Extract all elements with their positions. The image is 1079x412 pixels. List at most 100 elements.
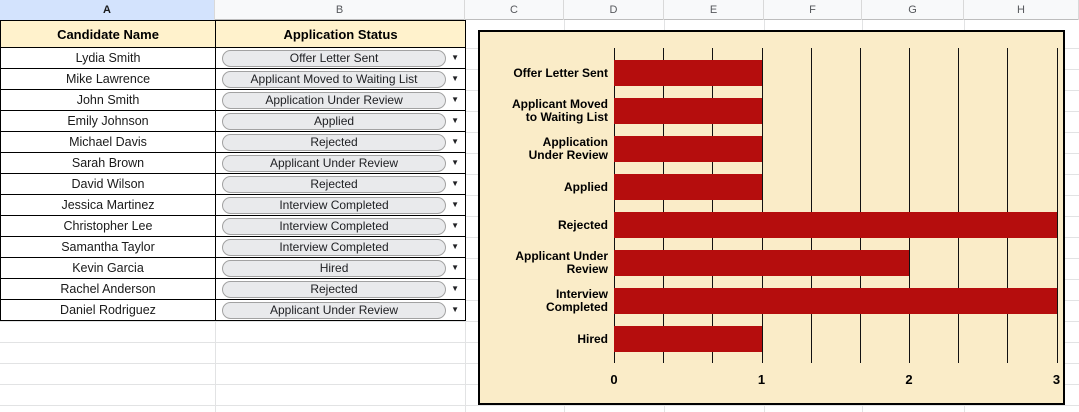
dropdown-arrow-icon[interactable]: ▼ xyxy=(451,53,459,62)
chart-category-label: Rejected xyxy=(557,217,608,232)
table-row: Kevin Garcia Hired ▼ xyxy=(1,258,466,279)
status-cell: Rejected ▼ xyxy=(216,132,466,153)
candidate-name-cell[interactable]: Christopher Lee xyxy=(1,216,216,237)
column-header-H[interactable]: H xyxy=(964,0,1079,20)
chart-category-label: Applicant Moved to Waiting List xyxy=(511,97,608,124)
column-header-C[interactable]: C xyxy=(465,0,564,20)
candidate-name-cell[interactable]: Mike Lawrence xyxy=(1,69,216,90)
table-row: Mike Lawrence Applicant Moved to Waiting … xyxy=(1,69,466,90)
column-header-E[interactable]: E xyxy=(664,0,764,20)
chart-category-label: Applied xyxy=(564,179,608,194)
candidate-name-header[interactable]: Candidate Name xyxy=(1,20,216,48)
table-row: Samantha Taylor Interview Completed ▼ xyxy=(1,237,466,258)
chart-bar xyxy=(614,212,1057,238)
status-dropdown-chip[interactable]: Applied xyxy=(222,112,447,130)
status-dropdown-chip[interactable]: Interview Completed xyxy=(222,238,447,256)
chart-gridline xyxy=(614,48,615,363)
dropdown-arrow-icon[interactable]: ▼ xyxy=(451,305,459,314)
grid-hline xyxy=(0,405,1079,406)
column-header-G[interactable]: G xyxy=(862,0,964,20)
chart-axis-tick: 0 xyxy=(610,372,618,387)
chart-bar xyxy=(614,250,909,276)
status-cell: Applicant Moved to Waiting List ▼ xyxy=(216,69,466,90)
status-cell: Hired ▼ xyxy=(216,258,466,279)
chart-category-label: Interview Completed xyxy=(545,287,608,314)
dropdown-arrow-icon[interactable]: ▼ xyxy=(451,284,459,293)
candidate-name-cell[interactable]: Rachel Anderson xyxy=(1,279,216,300)
candidate-name-cell[interactable]: Kevin Garcia xyxy=(1,258,216,279)
status-cell: Application Under Review ▼ xyxy=(216,90,466,111)
candidate-name-cell[interactable]: Sarah Brown xyxy=(1,153,216,174)
dropdown-arrow-icon[interactable]: ▼ xyxy=(451,200,459,209)
chart-gridline xyxy=(712,48,714,363)
chart-bar xyxy=(614,174,762,200)
chart-gridline xyxy=(909,48,910,363)
table-row: Emily Johnson Applied ▼ xyxy=(1,111,466,132)
table-row: John Smith Application Under Review ▼ xyxy=(1,90,466,111)
status-dropdown-chip[interactable]: Rejected xyxy=(222,175,447,193)
chart-category-label: Offer Letter Sent xyxy=(513,65,608,80)
table-header-row: Candidate Name Application Status xyxy=(1,20,466,48)
dropdown-arrow-icon[interactable]: ▼ xyxy=(451,263,459,272)
chart-gridline xyxy=(663,48,665,363)
candidate-name-cell[interactable]: David Wilson xyxy=(1,174,216,195)
status-dropdown-chip[interactable]: Offer Letter Sent xyxy=(222,49,447,67)
dropdown-arrow-icon[interactable]: ▼ xyxy=(451,74,459,83)
status-cell: Interview Completed ▼ xyxy=(216,216,466,237)
dropdown-arrow-icon[interactable]: ▼ xyxy=(451,221,459,230)
status-cell: Rejected ▼ xyxy=(216,279,466,300)
dropdown-arrow-icon[interactable]: ▼ xyxy=(451,137,459,146)
status-dropdown-chip[interactable]: Applicant Under Review xyxy=(222,301,447,319)
candidate-name-cell[interactable]: Jessica Martinez xyxy=(1,195,216,216)
dropdown-arrow-icon[interactable]: ▼ xyxy=(451,242,459,251)
chart-gridline xyxy=(810,48,812,363)
column-header-F[interactable]: F xyxy=(764,0,862,20)
status-cell: Applicant Under Review ▼ xyxy=(216,300,466,321)
status-bar-chart[interactable]: Offer Letter Sent Applicant Moved to Wait… xyxy=(478,30,1065,405)
table-row: Christopher Lee Interview Completed ▼ xyxy=(1,216,466,237)
table-row: Sarah Brown Applicant Under Review ▼ xyxy=(1,153,466,174)
dropdown-arrow-icon[interactable]: ▼ xyxy=(451,179,459,188)
table-row: Daniel Rodriguez Applicant Under Review ▼ xyxy=(1,300,466,321)
status-dropdown-chip[interactable]: Rejected xyxy=(222,280,447,298)
status-dropdown-chip[interactable]: Interview Completed xyxy=(222,196,447,214)
candidate-table: Candidate Name Application Status Lydia … xyxy=(0,20,466,321)
status-dropdown-chip[interactable]: Hired xyxy=(222,259,447,277)
chart-bar xyxy=(614,98,762,124)
column-header-B[interactable]: B xyxy=(215,0,465,20)
chart-category-label: Application Under Review xyxy=(528,135,608,162)
status-dropdown-chip[interactable]: Application Under Review xyxy=(222,91,447,109)
table-row: Michael Davis Rejected ▼ xyxy=(1,132,466,153)
candidate-name-cell[interactable]: Samantha Taylor xyxy=(1,237,216,258)
candidate-name-cell[interactable]: Daniel Rodriguez xyxy=(1,300,216,321)
chart-gridline xyxy=(958,48,960,363)
status-dropdown-chip[interactable]: Applicant Moved to Waiting List xyxy=(222,70,447,88)
column-header-D[interactable]: D xyxy=(564,0,664,20)
status-cell: Interview Completed ▼ xyxy=(216,237,466,258)
application-status-header[interactable]: Application Status xyxy=(216,20,466,48)
dropdown-arrow-icon[interactable]: ▼ xyxy=(451,116,459,125)
status-cell: Rejected ▼ xyxy=(216,174,466,195)
status-cell: Interview Completed ▼ xyxy=(216,195,466,216)
dropdown-arrow-icon[interactable]: ▼ xyxy=(451,158,459,167)
chart-axis-tick: 3 xyxy=(1052,372,1061,387)
chart-category-label: Applicant Under Review xyxy=(515,249,608,276)
candidate-name-cell[interactable]: John Smith xyxy=(1,90,216,111)
table-row: Lydia Smith Offer Letter Sent ▼ xyxy=(1,48,466,69)
table-row: David Wilson Rejected ▼ xyxy=(1,174,466,195)
candidate-name-cell[interactable]: Michael Davis xyxy=(1,132,216,153)
chart-axis-tick: 1 xyxy=(757,372,766,387)
chart-gridline xyxy=(1007,48,1009,363)
status-cell: Applicant Under Review ▼ xyxy=(216,153,466,174)
status-dropdown-chip[interactable]: Rejected xyxy=(222,133,447,151)
chart-axis-tick: 2 xyxy=(905,372,913,387)
column-header-A[interactable]: A xyxy=(0,0,215,20)
candidate-name-cell[interactable]: Lydia Smith xyxy=(1,48,216,69)
status-dropdown-chip[interactable]: Interview Completed xyxy=(222,217,447,235)
dropdown-arrow-icon[interactable]: ▼ xyxy=(451,95,459,104)
table-row: Rachel Anderson Rejected ▼ xyxy=(1,279,466,300)
candidate-name-cell[interactable]: Emily Johnson xyxy=(1,111,216,132)
status-dropdown-chip[interactable]: Applicant Under Review xyxy=(222,154,447,172)
